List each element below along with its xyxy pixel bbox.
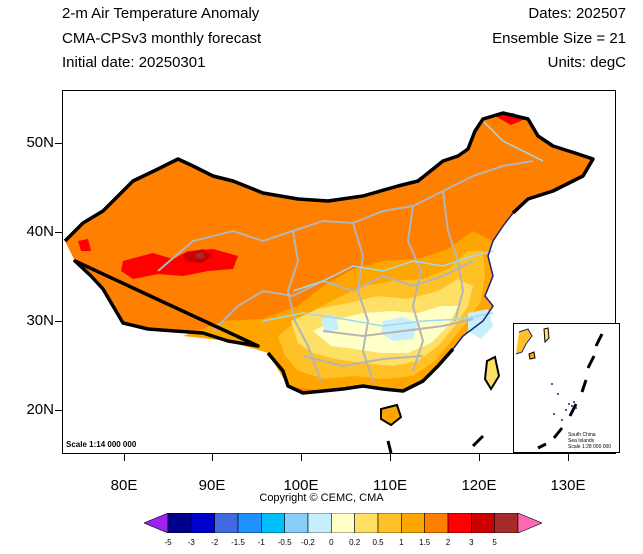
colorbar-cell	[471, 513, 495, 533]
colorbar-tick-label: 0.2	[349, 538, 361, 547]
rivers	[262, 120, 544, 327]
colorbar-cell	[331, 513, 355, 533]
anomaly-5-patch	[195, 252, 205, 259]
colorbar	[144, 513, 542, 533]
lon-label-80e: 80E	[110, 477, 138, 494]
colorbar-tick-label: -3	[187, 538, 195, 547]
lon-label-100e: 100E	[283, 477, 319, 494]
south-china-sea-inset	[513, 323, 620, 453]
colorbar-cell-max	[517, 513, 542, 533]
lat-tick	[55, 143, 62, 144]
colorbar-tick-label: 0.5	[372, 538, 384, 547]
map-panel	[62, 90, 616, 454]
colorbar-tick-label: -0.2	[301, 538, 315, 547]
colorbar-tick-label: -1	[257, 538, 265, 547]
lon-tick	[568, 454, 569, 461]
hainan-island	[380, 403, 403, 427]
inset-caption-line: Scale 1:28 000 000	[568, 444, 612, 450]
colorbar-tick-label: -1.5	[231, 538, 245, 547]
colorbar-cell	[494, 513, 519, 533]
lon-tick	[301, 454, 302, 461]
lon-tick	[479, 454, 480, 461]
inset-islands	[551, 383, 577, 421]
province-boundaries	[157, 160, 534, 382]
inset-canvas	[515, 327, 604, 450]
colorbar-cell	[307, 513, 332, 533]
colorbar-tick-label: 1.5	[419, 538, 431, 547]
anomaly-2-patch-ne2	[78, 239, 91, 251]
lat-tick	[55, 232, 62, 233]
colorbar-cell	[401, 513, 425, 533]
inset-dash-line	[537, 333, 604, 450]
colorbar-tick-label: 2	[445, 538, 451, 547]
colorbar-cell	[167, 513, 192, 533]
colorbar-cell	[214, 513, 239, 533]
title-line-2: CMA-CPSv3 monthly forecast	[62, 30, 262, 47]
lat-label-40n: 40N	[26, 223, 54, 240]
title-line-1: 2-m Air Temperature Anomaly	[62, 5, 260, 22]
lat-tick	[55, 321, 62, 322]
colorbar-cell	[447, 513, 472, 533]
inset-taiwan	[543, 327, 550, 344]
colorbar-cell-min	[144, 513, 169, 533]
ensemble-label: Ensemble Size = 21	[492, 30, 626, 47]
units-label: Units: degC	[547, 54, 626, 71]
colorbar-cell	[354, 513, 379, 533]
national-border	[63, 111, 595, 395]
colorbar-tick-label: -5	[164, 538, 172, 547]
colorbar-cell	[284, 513, 309, 533]
taiwan-island	[483, 355, 501, 391]
lon-label-130e: 130E	[550, 477, 586, 494]
lon-label-110e: 110E	[373, 477, 407, 494]
copyright-label: Copyright © CEMC, CMA	[259, 492, 384, 504]
colorbar-tick-label: 1	[399, 538, 404, 547]
map-canvas	[63, 111, 595, 453]
colorbar-tick-label: 0	[329, 538, 334, 547]
inset-caption-line: Sea Islands	[568, 438, 595, 444]
coastline	[452, 212, 514, 350]
lat-label-30n: 30N	[26, 312, 54, 329]
colorbar-tick-label: -2	[211, 538, 219, 547]
colorbar-cell	[261, 513, 285, 533]
title-line-3: Initial date: 20250301	[62, 54, 206, 71]
lon-label-90e: 90E	[198, 477, 226, 494]
anomaly-neg-patch-3	[321, 315, 339, 333]
dates-label: Dates: 202507	[528, 5, 626, 22]
colorbar-cell	[377, 513, 402, 533]
lon-label-120e: 120E	[461, 477, 497, 494]
main-dash-line	[386, 434, 485, 453]
colorbar-cell	[191, 513, 215, 533]
lat-label-20n: 20N	[26, 401, 54, 418]
inset-caption: South China Sea Islands Scale 1:28 000 0…	[568, 432, 611, 450]
lon-tick	[212, 454, 213, 461]
inset-coast	[515, 328, 533, 355]
inset-caption-line: South China	[568, 432, 596, 438]
lon-tick	[124, 454, 125, 461]
lat-label-50n: 50N	[26, 134, 54, 151]
colorbar-tick-label: 3	[469, 538, 474, 547]
inset-hainan	[528, 351, 536, 360]
colorbar-cell	[237, 513, 262, 533]
colorbar-tick-label: -0.5	[277, 538, 292, 547]
lat-tick	[55, 410, 62, 411]
colorbar-tick-label: 5	[492, 538, 497, 547]
lon-tick	[390, 454, 391, 461]
scale-label-main: Scale 1:14 000 000	[66, 440, 137, 449]
colorbar-cell	[424, 513, 449, 533]
